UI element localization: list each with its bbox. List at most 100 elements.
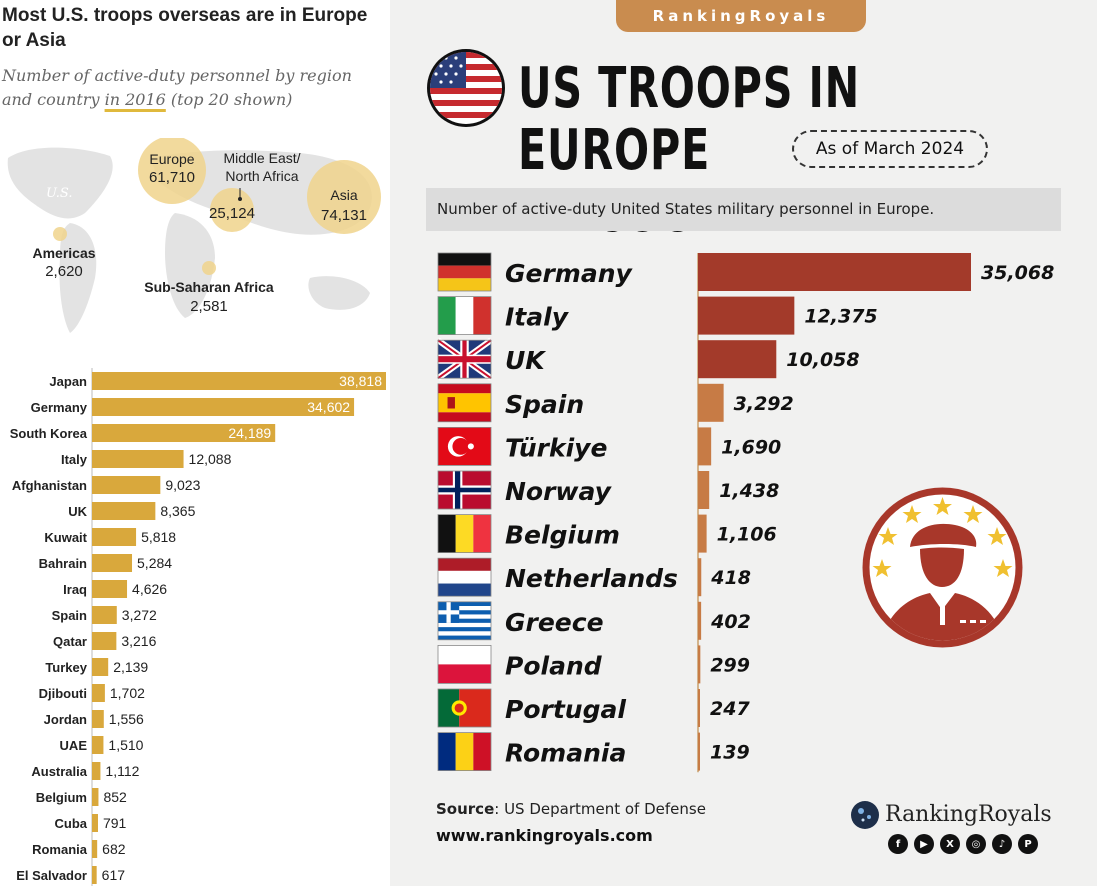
left-value-label: 34,602 (307, 399, 350, 415)
flag-germany-icon (437, 252, 492, 292)
right-value-label: 1,106 (717, 524, 777, 546)
right-bar (698, 383, 724, 422)
right-panel: RankingRoyals US TROOPS IN EUROPE BY COU… (390, 0, 1097, 886)
subtitle-pre: Number of active-duty personnel by regio… (2, 66, 352, 109)
region-circle (307, 160, 381, 234)
left-bar (92, 502, 156, 520)
left-value-label: 3,216 (121, 633, 156, 649)
us-flag-icon (427, 49, 505, 127)
left-chart-subtitle: Number of active-duty personnel by regio… (2, 64, 382, 112)
left-bar (92, 606, 117, 624)
left-value-label: 8,365 (160, 503, 195, 519)
right-category-label: Poland (505, 651, 603, 680)
right-bar (698, 253, 971, 291)
left-category-label: Germany (31, 400, 88, 415)
right-bar-chart: Germany 35,068 Italy 12,375 UK 10,058 Spain 3,2… (436, 252, 1054, 773)
region-name-line2: North Africa (225, 168, 298, 184)
left-bar (92, 684, 105, 702)
region-bubble: Sub-Saharan Africa 2,581 (144, 261, 274, 315)
left-value-label: 38,818 (339, 373, 382, 389)
right-category-label: Spain (505, 390, 584, 419)
source-text: : US Department of Defense (494, 800, 706, 818)
right-bar (698, 340, 777, 379)
region-value: 74,131 (321, 207, 367, 224)
right-bar (698, 558, 702, 597)
left-bar (92, 528, 137, 546)
right-category-label: Germany (505, 259, 634, 288)
left-bar (92, 372, 386, 390)
flag-romania-icon (437, 732, 492, 772)
right-bar (698, 732, 700, 771)
flag-netherlands-icon (437, 557, 492, 597)
left-value-label: 5,818 (141, 529, 176, 545)
region-bubble: Americas 2,620 (32, 227, 96, 280)
source-note: Source: US Department of Defense (436, 800, 706, 818)
right-category-label: Türkiye (505, 433, 607, 462)
region-bubble: Middle East/North Africa 25,124 (209, 150, 301, 232)
left-category-label: UAE (60, 738, 88, 753)
website-link[interactable]: www.rankingroyals.com (436, 826, 653, 845)
region-value: 25,124 (209, 205, 255, 222)
flag-poland-icon (437, 644, 492, 684)
region-bubble: Asia 74,131 (307, 160, 381, 234)
left-category-label: Japan (49, 374, 87, 389)
right-value-label: 139 (710, 742, 750, 764)
right-value-label: 418 (710, 567, 751, 589)
left-category-label: Australia (31, 764, 87, 779)
map-label-us: U.S. (46, 186, 72, 201)
left-value-label: 9,023 (165, 477, 200, 493)
left-bar (92, 580, 128, 598)
region-circle (53, 227, 67, 241)
left-category-label: Turkey (45, 660, 87, 675)
left-category-label: Jordan (44, 712, 87, 727)
region-circle (202, 261, 216, 275)
right-bar (698, 601, 702, 640)
instagram-icon[interactable]: ◎ (966, 834, 986, 854)
left-bar (92, 814, 98, 832)
left-value-label: 4,626 (132, 581, 167, 597)
right-value-label: 247 (710, 698, 750, 720)
right-value-label: 12,375 (804, 306, 877, 328)
flag-uk-icon (436, 337, 493, 381)
x-icon[interactable]: X (940, 834, 960, 854)
left-bar (92, 866, 97, 884)
flag-greece-icon (437, 601, 492, 641)
left-value-label: 1,702 (110, 685, 145, 701)
left-value-label: 12,088 (189, 451, 232, 467)
left-category-label: Romania (32, 842, 88, 857)
pinterest-icon[interactable]: P (1018, 834, 1038, 854)
region-circle (138, 138, 206, 204)
left-value-label: 852 (103, 789, 127, 805)
subtitle-highlight: in 2016 (104, 90, 166, 109)
left-bar (92, 788, 99, 806)
region-circle (210, 188, 254, 232)
region-value: 61,710 (149, 169, 195, 186)
right-category-label: Norway (505, 477, 613, 506)
right-category-label: Belgium (505, 521, 620, 550)
right-value-label: 1,438 (719, 480, 779, 502)
left-value-label: 791 (103, 815, 127, 831)
left-category-label: Spain (52, 608, 87, 623)
flag-portugal-icon (437, 688, 492, 728)
left-bar (92, 398, 355, 416)
right-value-label: 402 (710, 611, 751, 633)
right-category-label: UK (505, 346, 546, 375)
youtube-icon[interactable]: ▶ (914, 834, 934, 854)
right-value-label: 299 (710, 654, 750, 676)
right-bar (698, 689, 700, 727)
soldier-emblem-icon (862, 487, 1023, 648)
title-line-1: US TROOPS IN EUROPE (518, 56, 861, 183)
tiktok-icon[interactable]: ♪ (992, 834, 1012, 854)
region-name: Americas (32, 245, 95, 261)
region-value: 2,581 (190, 298, 228, 315)
left-value-label: 1,112 (105, 763, 139, 779)
left-value-label: 5,284 (137, 555, 172, 571)
facebook-icon[interactable]: f (888, 834, 908, 854)
region-name: Europe (149, 151, 194, 167)
left-bar (92, 710, 104, 728)
left-bar (92, 632, 117, 650)
left-bar (92, 658, 109, 676)
left-value-label: 24,189 (228, 425, 271, 441)
right-category-label: Romania (505, 739, 626, 768)
left-bar (92, 424, 276, 442)
